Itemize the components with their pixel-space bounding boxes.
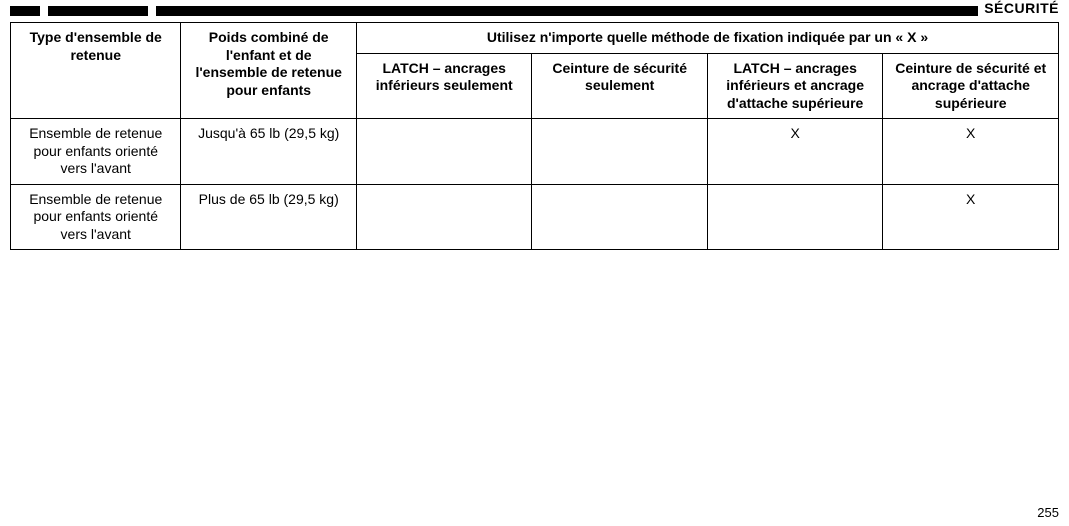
header-row-1: Type d'ensemble de retenue Poids combiné…: [11, 23, 1059, 54]
header-sub-seatbelt-upper: Ceinture de sécurité et ancrage d'attach…: [883, 53, 1059, 119]
table-row: Ensemble de retenue pour enfants orienté…: [11, 184, 1059, 250]
cell-c2: [356, 184, 531, 250]
cell-type: Ensemble de retenue pour enfants orienté…: [11, 119, 181, 185]
header-sub-latch-lower: LATCH – ancrages inférieurs seulement: [356, 53, 531, 119]
page-number: 255: [1037, 505, 1059, 520]
cell-c5: X: [883, 119, 1059, 185]
cell-c3: [532, 184, 707, 250]
cell-c5: X: [883, 184, 1059, 250]
header-weight: Poids combiné de l'enfant et de l'ensemb…: [181, 23, 356, 119]
cell-c4: X: [707, 119, 882, 185]
cell-c4: [707, 184, 882, 250]
cell-c2: [356, 119, 531, 185]
header-sub-latch-upper: LATCH – ancrages inférieurs et ancrage d…: [707, 53, 882, 119]
page-root: SÉCURITÉ Type d'ensemble de retenue Poid…: [0, 0, 1069, 526]
restraint-table: Type d'ensemble de retenue Poids combiné…: [10, 22, 1059, 250]
topbar-segment-0: [10, 6, 40, 16]
cell-weight: Jusqu'à 65 lb (29,5 kg): [181, 119, 356, 185]
topbar-segment-1: [48, 6, 148, 16]
topbar: [0, 6, 1069, 16]
cell-type: Ensemble de retenue pour enfants orienté…: [11, 184, 181, 250]
cell-weight: Plus de 65 lb (29,5 kg): [181, 184, 356, 250]
header-sub-seatbelt: Ceinture de sécurité seulement: [532, 53, 707, 119]
table-wrap: Type d'ensemble de retenue Poids combiné…: [10, 22, 1059, 250]
table-row: Ensemble de retenue pour enfants orienté…: [11, 119, 1059, 185]
header-type: Type d'ensemble de retenue: [11, 23, 181, 119]
section-label: SÉCURITÉ: [984, 0, 1059, 16]
topbar-segment-2: [156, 6, 978, 16]
header-group: Utilisez n'importe quelle méthode de fix…: [356, 23, 1058, 54]
cell-c3: [532, 119, 707, 185]
